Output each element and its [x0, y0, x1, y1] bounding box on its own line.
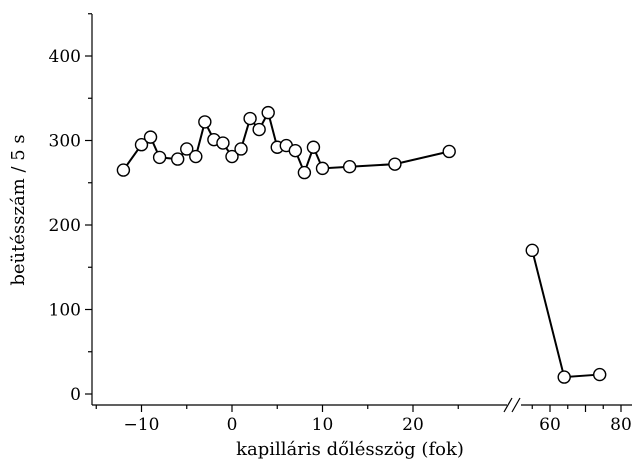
data-point: [252, 122, 266, 137]
axis-break-mark: [503, 397, 513, 413]
x-tick-label: −10: [124, 415, 160, 435]
data-point: [134, 138, 149, 152]
data-point: [225, 149, 239, 164]
data-point: [180, 142, 194, 156]
tick-marks: [85, 13, 622, 412]
tick-labels: 0 100 200 300 400 −10 0 10 20 60 80: [49, 47, 632, 435]
data-point: [198, 115, 212, 129]
data-point: [216, 136, 230, 150]
data-point: [234, 142, 248, 156]
y-tick-label: 400: [49, 47, 81, 67]
data-point: [243, 111, 257, 126]
data-point: [388, 157, 402, 171]
data-point: [297, 165, 312, 180]
data-point: [342, 159, 357, 174]
y-tick-label: 200: [49, 216, 81, 236]
data-point: [315, 161, 330, 176]
axes: [91, 14, 632, 413]
data-point: [525, 243, 539, 258]
data-point: [116, 163, 131, 177]
y-tick-label: 300: [49, 132, 81, 152]
data-point: [143, 130, 158, 144]
data-point: [288, 143, 303, 158]
x-axis-label: kapilláris dőlésszög (fok): [236, 439, 464, 459]
y-tick-label: 100: [49, 301, 81, 321]
series-line-right: [531, 250, 600, 379]
x-tick-label: 0: [227, 415, 238, 435]
data-point: [306, 140, 321, 154]
data-point: [170, 152, 185, 166]
data-point: [152, 150, 167, 165]
data-point: [442, 144, 456, 159]
x-tick-label: 20: [402, 415, 424, 435]
y-axis-label: beütésszám / 5 s: [8, 134, 29, 285]
data-point: [593, 367, 607, 382]
series-points: [116, 105, 607, 384]
data-point: [557, 370, 571, 384]
data-point: [189, 149, 203, 164]
data-point: [261, 105, 275, 120]
axis-break-mark: [511, 397, 521, 413]
x-tick-label: 60: [539, 415, 561, 435]
x-tick-label: 80: [610, 415, 632, 435]
y-tick-label: 0: [70, 385, 81, 405]
x-tick-label: 10: [312, 415, 334, 435]
